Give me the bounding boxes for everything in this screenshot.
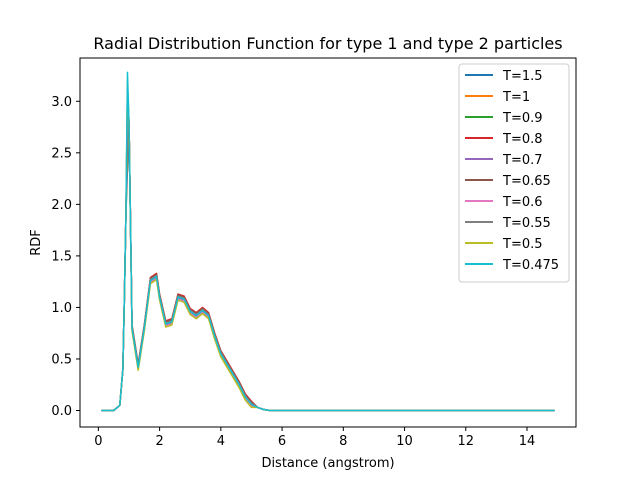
legend-label-6: T=0.6 bbox=[502, 195, 543, 210]
x-tick-label: 14 bbox=[519, 434, 536, 449]
legend-label-0: T=1.5 bbox=[502, 69, 543, 84]
y-tick-label: 0.0 bbox=[51, 404, 72, 419]
x-tick-label: 8 bbox=[339, 434, 347, 449]
x-tick-label: 0 bbox=[94, 434, 102, 449]
legend-label-5: T=0.65 bbox=[502, 174, 551, 189]
y-tick-label: 2.0 bbox=[51, 198, 72, 213]
y-tick-label: 1.0 bbox=[51, 301, 72, 316]
legend-label-1: T=1 bbox=[502, 90, 530, 105]
legend-box bbox=[458, 63, 570, 283]
legend-label-4: T=0.7 bbox=[502, 153, 543, 168]
legend-label-8: T=0.5 bbox=[502, 237, 543, 252]
x-axis-label: Distance (angstrom) bbox=[261, 456, 394, 471]
legend-label-2: T=0.9 bbox=[502, 111, 543, 126]
plot-frame bbox=[79, 57, 577, 428]
x-tick-label: 4 bbox=[217, 434, 225, 449]
legend-label-9: T=0.475 bbox=[502, 258, 559, 273]
x-tick-label: 6 bbox=[278, 434, 286, 449]
legend-label-7: T=0.55 bbox=[502, 216, 551, 231]
y-tick-label: 1.5 bbox=[51, 249, 72, 264]
x-tick-label: 2 bbox=[155, 434, 163, 449]
y-tick-label: 2.5 bbox=[51, 146, 72, 161]
y-tick-label: 3.0 bbox=[51, 95, 72, 110]
legend-label-3: T=0.8 bbox=[502, 132, 543, 147]
x-tick-label: 10 bbox=[396, 434, 413, 449]
chart-title: Radial Distribution Function for type 1 … bbox=[93, 34, 562, 53]
y-tick-label: 0.5 bbox=[51, 352, 72, 367]
series-line-9 bbox=[101, 71, 555, 412]
y-axis-label: RDF bbox=[29, 229, 44, 256]
x-tick-label: 12 bbox=[458, 434, 475, 449]
